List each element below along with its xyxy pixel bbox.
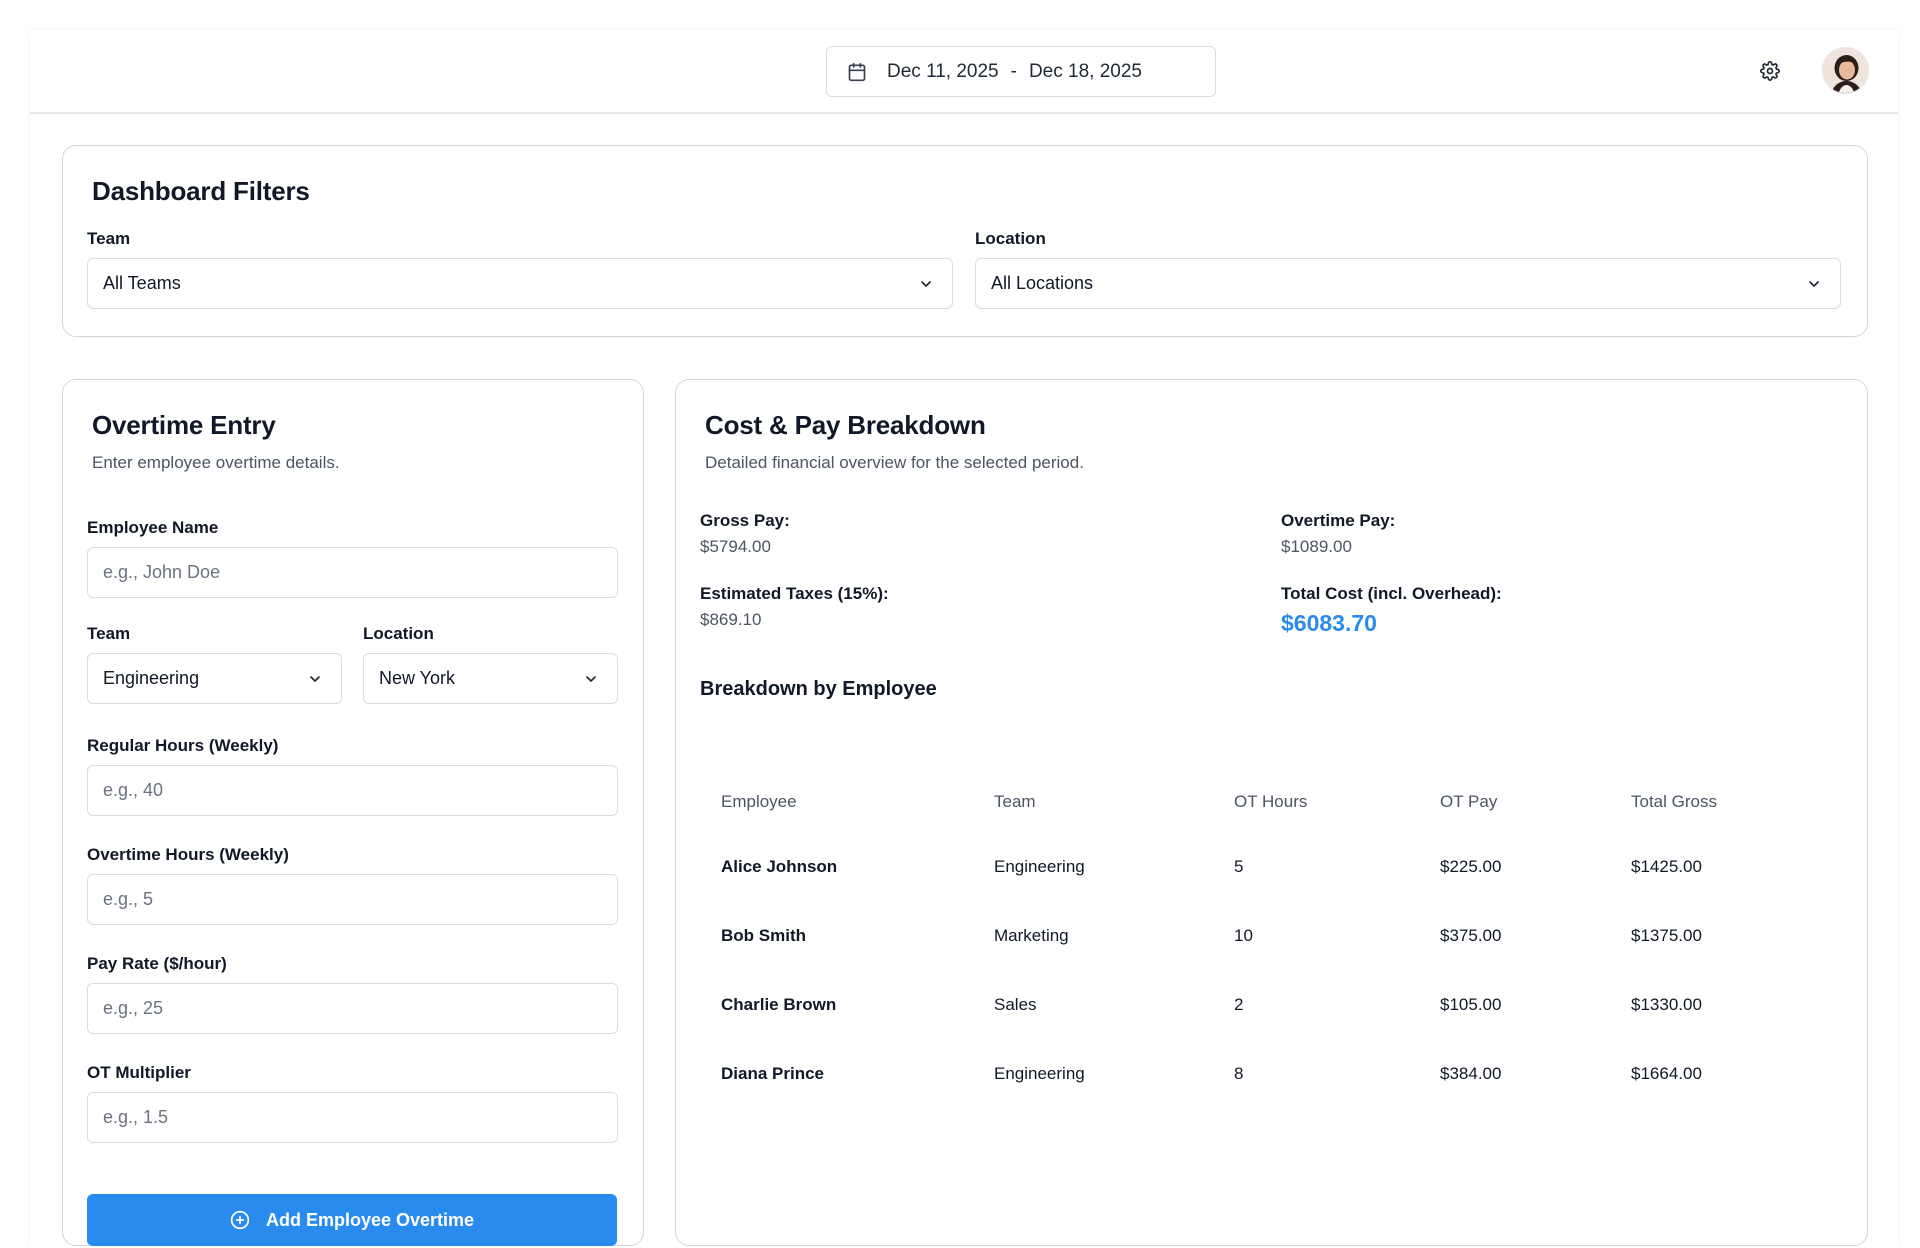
employee-name-label: Employee Name	[87, 518, 219, 537]
cell-team: Engineering	[994, 857, 1085, 876]
date-start: Dec 11, 2025	[887, 60, 999, 82]
ot-multiplier-placeholder: e.g., 1.5	[103, 1107, 169, 1127]
filters-title: Dashboard Filters	[92, 176, 310, 206]
ot-multiplier-input[interactable]: e.g., 1.5	[87, 1092, 618, 1143]
pay-rate-label: Pay Rate ($/hour)	[87, 954, 227, 973]
column-header: OT Pay	[1440, 792, 1498, 811]
add-employee-overtime-button[interactable]: Add Employee Overtime	[87, 1194, 617, 1246]
overtime-pay-value: $1089.00	[1281, 537, 1352, 556]
filter-team-select[interactable]: All Teams	[87, 258, 953, 309]
cell-ot-hours: 5	[1234, 857, 1244, 876]
cell-total-gross: $1375.00	[1631, 926, 1702, 945]
overtime-entry-card: Overtime Entry Enter employee overtime d…	[62, 379, 644, 1246]
taxes-value: $869.10	[700, 610, 762, 629]
cell-team: Sales	[994, 995, 1037, 1014]
entry-title: Overtime Entry	[92, 410, 276, 440]
entry-location-label: Location	[363, 624, 434, 643]
gross-pay-value: $5794.00	[700, 537, 771, 556]
filter-team-value: All Teams	[103, 273, 181, 293]
cell-employee: Alice Johnson	[721, 857, 838, 876]
employee-name-input[interactable]: e.g., John Doe	[87, 547, 618, 598]
cell-total-gross: $1664.00	[1631, 1064, 1702, 1083]
filter-location-select[interactable]: All Locations	[975, 258, 1841, 309]
cell-ot-hours: 10	[1234, 926, 1253, 945]
cell-employee: Bob Smith	[721, 926, 806, 945]
breakdown-title: Cost & Pay Breakdown	[705, 410, 986, 440]
cell-ot-hours: 8	[1234, 1064, 1244, 1083]
pay-rate-input[interactable]: e.g., 25	[87, 983, 618, 1034]
ot-multiplier-label: OT Multiplier	[87, 1063, 191, 1082]
taxes-label: Estimated Taxes (15%):	[700, 584, 889, 603]
user-avatar-icon	[1823, 48, 1868, 93]
cell-ot-hours: 2	[1234, 995, 1244, 1014]
employee-name-placeholder: e.g., John Doe	[103, 562, 221, 582]
cell-total-gross: $1425.00	[1631, 857, 1702, 876]
total-cost-label: Total Cost (incl. Overhead):	[1281, 584, 1502, 603]
entry-team-select[interactable]: Engineering	[87, 653, 342, 704]
dashboard-filters-card: Dashboard Filters Team All Teams Locatio…	[62, 145, 1868, 337]
cell-employee: Charlie Brown	[721, 995, 837, 1014]
top-bar: Dec 11, 2025 - Dec 18, 2025	[30, 30, 1898, 114]
chevron-down-icon	[921, 281, 931, 287]
cell-ot-pay: $384.00	[1440, 1064, 1502, 1083]
avatar[interactable]	[1822, 47, 1869, 94]
cell-total-gross: $1330.00	[1631, 995, 1702, 1014]
gear-icon	[1760, 61, 1780, 81]
plus-circle-icon	[230, 1210, 250, 1230]
gross-pay-label: Gross Pay:	[700, 511, 790, 530]
date-range-picker[interactable]: Dec 11, 2025 - Dec 18, 2025	[826, 46, 1216, 97]
app-window: Dec 11, 2025 - Dec 18, 2025 Dashboard Fi…	[30, 30, 1898, 1248]
overtime-hours-label: Overtime Hours (Weekly)	[87, 845, 289, 864]
breakdown-subtitle: Detailed financial overview for the sele…	[705, 453, 1084, 472]
cell-team: Marketing	[994, 926, 1069, 945]
chevron-down-icon	[1809, 281, 1819, 287]
date-separator: -	[1010, 60, 1017, 82]
filter-location-label: Location	[975, 229, 1046, 248]
entry-location-select[interactable]: New York	[363, 653, 618, 704]
regular-hours-placeholder: e.g., 40	[103, 780, 164, 800]
column-header: Employee	[721, 792, 797, 811]
add-button-label: Add Employee Overtime	[265, 1209, 475, 1230]
pay-rate-placeholder: e.g., 25	[103, 998, 164, 1018]
column-header: Team	[994, 792, 1036, 811]
entry-team-label: Team	[87, 624, 131, 643]
chevron-down-icon	[310, 676, 320, 682]
date-end: Dec 18, 2025	[1028, 60, 1142, 82]
column-header: Total Gross	[1631, 792, 1717, 811]
regular-hours-input[interactable]: e.g., 40	[87, 765, 618, 816]
cell-employee: Diana Prince	[721, 1064, 824, 1083]
overtime-pay-label: Overtime Pay:	[1281, 511, 1396, 530]
chevron-down-icon	[586, 676, 596, 682]
calendar-icon	[848, 62, 866, 81]
breakdown-table-title: Breakdown by Employee	[700, 678, 937, 700]
overtime-hours-input[interactable]: e.g., 5	[87, 874, 618, 925]
settings-button[interactable]	[1759, 60, 1781, 82]
cost-breakdown-card: Cost & Pay Breakdown Detailed financial …	[675, 379, 1868, 1246]
cell-ot-pay: $105.00	[1440, 995, 1502, 1014]
total-cost-value: $6083.70	[1281, 610, 1377, 636]
column-header: OT Hours	[1234, 792, 1308, 811]
entry-location-value: New York	[379, 668, 456, 688]
cell-ot-pay: $225.00	[1440, 857, 1502, 876]
regular-hours-label: Regular Hours (Weekly)	[87, 736, 279, 755]
cell-team: Engineering	[994, 1064, 1085, 1083]
filter-location-value: All Locations	[991, 273, 1094, 293]
entry-team-value: Engineering	[103, 668, 200, 688]
overtime-hours-placeholder: e.g., 5	[103, 889, 154, 909]
cell-ot-pay: $375.00	[1440, 926, 1502, 945]
entry-subtitle: Enter employee overtime details.	[92, 453, 340, 472]
filter-team-label: Team	[87, 229, 131, 248]
